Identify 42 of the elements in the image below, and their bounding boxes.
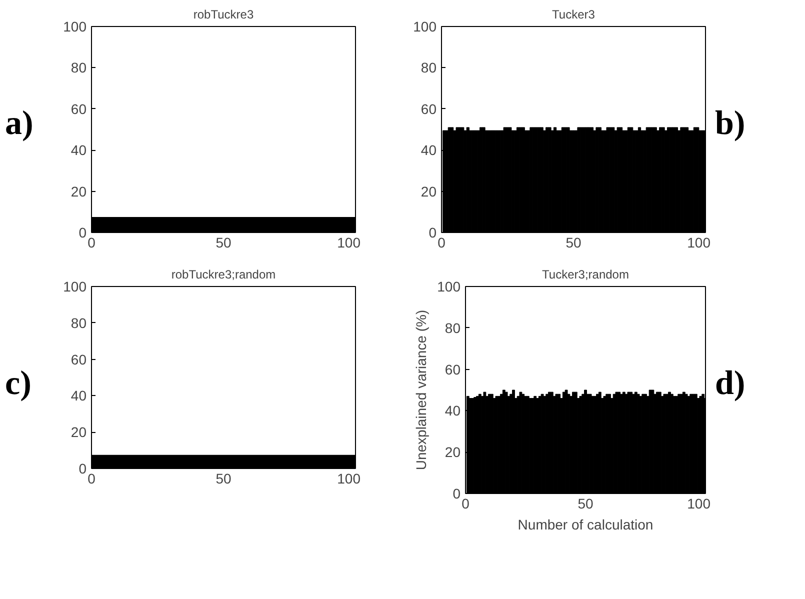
y-tick-label: 80: [444, 320, 461, 336]
x-tick-label: 50: [578, 496, 594, 512]
y-tick-label: 100: [63, 278, 87, 294]
y-tick-label: 20: [70, 424, 87, 440]
y-tick-label: 20: [444, 444, 461, 460]
y-tick-label: 40: [70, 388, 87, 404]
y-tick-label: 80: [70, 314, 87, 331]
y-tick-label: 20: [70, 183, 87, 200]
x-tick-label: 100: [687, 496, 711, 512]
y-tick-label: 60: [444, 361, 461, 378]
x-tick-label: 100: [337, 470, 361, 486]
text: d): [715, 364, 746, 404]
y-tick-label: 100: [437, 278, 461, 294]
x-tick-label: 50: [216, 470, 232, 486]
chart-title: robTuckre3;random: [171, 268, 276, 282]
y-tick-label: 40: [444, 402, 461, 419]
x-tick-label: 50: [216, 234, 232, 250]
y-tick-label: 60: [70, 351, 87, 368]
y-tick-label: 0: [78, 224, 87, 240]
chart-title: Tucker3: [552, 8, 596, 22]
text: b): [715, 104, 746, 144]
y-tick-label: 20: [420, 183, 437, 200]
y-tick-label: 0: [78, 460, 87, 476]
text: a): [5, 104, 34, 144]
y-tick-label: 40: [420, 142, 437, 158]
y-tick-label: 60: [420, 100, 437, 117]
chart-title: robTuckre3: [193, 8, 254, 22]
y-tick-label: 0: [428, 224, 437, 240]
y-tick-label: 0: [452, 486, 461, 502]
y-tick-label: 60: [70, 100, 87, 117]
y-tick-label: 100: [413, 18, 437, 34]
y-tick-label: 80: [70, 60, 87, 76]
x-axis-title: Number of calculation: [518, 516, 654, 532]
x-tick-label: 100: [337, 234, 361, 250]
x-tick-label: 100: [687, 234, 711, 250]
chart-title: Tucker3;random: [542, 268, 629, 282]
x-tick-label: 50: [566, 234, 582, 250]
y-tick-label: 80: [420, 60, 437, 76]
y-axis-title: Unexplained variance (%): [413, 310, 430, 470]
y-tick-label: 100: [63, 18, 87, 34]
text: c): [5, 364, 32, 404]
y-tick-label: 40: [70, 142, 87, 158]
